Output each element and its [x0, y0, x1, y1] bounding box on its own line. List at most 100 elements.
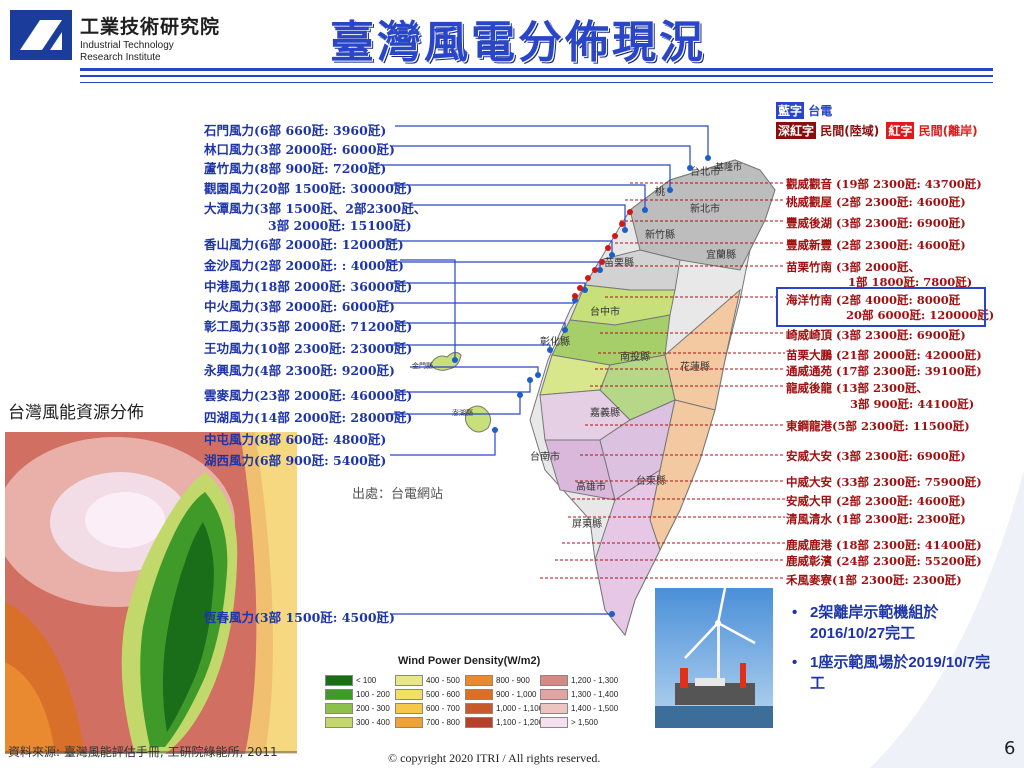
list-item: 香山風力(6部 2000瓩: 12000瓩): [204, 234, 404, 253]
map-label-tainan: 台南市: [530, 452, 560, 463]
site-name: 蘆竹風力: [204, 161, 255, 176]
site-detail: (8部 900瓩: 7200瓩): [254, 161, 387, 176]
site-name: 觀園風力: [204, 181, 255, 196]
list-item: 鹿威彰濱 (24部 2300瓩: 55200瓩): [786, 554, 982, 568]
legend-swatch: [325, 689, 353, 700]
list-item: 王功風力(10部 2300瓩: 23000瓩): [204, 338, 412, 357]
milestone-bullets: 2架離岸示範機組於2016/10/27完工 1座示範風場於2019/10/7完工: [792, 602, 1002, 702]
map-label-hsinchu: 新竹縣: [645, 230, 675, 241]
page-number: 6: [1004, 738, 1016, 759]
site-name: 湖西風力: [204, 453, 255, 468]
map-label-changhua: 彰化縣: [540, 337, 570, 348]
data-source-note: 資料來源: 臺灣風能評估手冊, 工研院綠能所, 2011: [8, 745, 278, 759]
list-item: 苗栗竹南 (3部 2000瓩、: [786, 260, 920, 274]
penghu-island: [464, 405, 492, 433]
kinmen-island: [429, 351, 462, 371]
list-item: 中威大安 (33部 2300瓩: 75900瓩): [786, 475, 982, 489]
site-detail: (3部 2000瓩: 6000瓩): [254, 142, 395, 157]
list-item: 桃威觀屋 (2部 2300瓩: 4600瓩): [786, 195, 966, 209]
legend-label: 1,400 - 1,500: [571, 704, 619, 713]
list-item: 通威通苑 (17部 2300瓩: 39100瓩): [786, 364, 982, 378]
site-detail: (20部 1500瓩: 30000瓩): [254, 181, 413, 196]
list-item: 3部 900瓩: 44100瓩): [850, 397, 975, 411]
site-detail: (6部 660瓩: 3960瓩): [254, 123, 387, 138]
legend-label: 1,100 - 1,200: [496, 718, 544, 727]
source-note: 出處：台電網站: [352, 487, 444, 502]
site-name: 恆春風力: [204, 610, 255, 625]
list-item: 20部 6000瓩: 120000瓩): [846, 308, 995, 322]
page-title: 臺灣風電分佈現況: [330, 17, 706, 68]
list-item: 金沙風力(2部 2000瓩: : 4000瓩): [204, 255, 404, 274]
list-item: 彰工風力(35部 2000瓩: 71200瓩): [204, 316, 412, 335]
site-detail: (4部 2300瓩: 9200瓩): [254, 363, 395, 378]
legend-row: 深紅字 民間(陸域) 紅字 民間(離岸): [776, 122, 978, 139]
legend-swatch: [395, 717, 423, 728]
list-item: 石門風力(6部 660瓩: 3960瓩): [204, 120, 386, 139]
legend-label: 400 - 500: [426, 676, 460, 685]
legend-label: 700 - 800: [426, 718, 460, 727]
map-label-yilan: 宜蘭縣: [706, 250, 736, 261]
org-name-en-line1: Industrial Technology: [80, 40, 174, 51]
site-name: 王功風力: [204, 341, 255, 356]
list-item: 海洋竹南 (2部 4000瓩: 8000瓩: [786, 293, 961, 307]
org-name-en: Industrial Technology Research Institute: [80, 40, 174, 64]
color-legend: 藍字 台電 深紅字 民間(陸域) 紅字 民間(離岸): [776, 102, 978, 139]
legend-tag-dark-red: 深紅字: [776, 122, 817, 139]
map-label-miaoli: 苗栗縣: [604, 258, 634, 269]
site-detail: (35部 2000瓩: 71200瓩): [254, 319, 413, 334]
itri-logo: [10, 10, 72, 60]
list-item: 大潭風力(3部 1500瓩、2部2300瓩、: [204, 198, 426, 217]
list-item: 四湖風力(14部 2000瓩: 28000瓩): [204, 407, 412, 426]
map-label-keelung: 基隆市: [715, 163, 743, 173]
list-item: 豐威新豐 (2部 2300瓩: 4600瓩): [786, 238, 966, 252]
legend-label: > 1,500: [571, 718, 598, 727]
site-name: 中屯風力: [204, 432, 255, 447]
map-label-nantou: 南投縣: [620, 352, 650, 363]
legend-row: 藍字 台電: [776, 102, 978, 119]
offshore-highlight-box: [776, 287, 986, 327]
legend-label: < 100: [356, 676, 377, 685]
map-label-hualien: 花蓮縣: [680, 362, 710, 373]
legend-swatch: [540, 717, 568, 728]
legend-swatch: [325, 717, 353, 728]
site-detail: (18部 2000瓩: 36000瓩): [254, 279, 413, 294]
map-label-chiayi: 嘉義縣: [590, 408, 620, 419]
org-name-en-line2: Research Institute: [80, 52, 161, 63]
legend-tag-blue: 藍字: [776, 102, 805, 119]
bullet-item: 2架離岸示範機組於2016/10/27完工: [792, 602, 1002, 644]
header-rule: [80, 75, 993, 77]
legend-swatch: [465, 689, 493, 700]
list-item: 恆春風力(3部 1500瓩: 4500瓩): [204, 607, 395, 626]
header-rule: [80, 68, 993, 71]
site-detail: 3部 2000瓩: 15100瓩): [268, 218, 412, 233]
list-item: 中火風力(3部 2000瓩: 6000瓩): [204, 296, 395, 315]
map-label-pingtung: 屏東縣: [572, 519, 602, 530]
list-item: 蘆竹風力(8部 900瓩: 7200瓩): [204, 158, 386, 177]
map-label-newtaipei: 新北市: [690, 204, 720, 215]
site-name: 四湖風力: [204, 410, 255, 425]
wind-density-legend-title: Wind Power Density(W/m2): [398, 655, 541, 667]
site-name: 大潭風力: [204, 201, 255, 216]
list-item: 觀威觀音 (19部 2300瓩: 43700瓩): [786, 177, 982, 191]
legend-swatch: [465, 703, 493, 714]
list-item: 雲麥風力(23部 2000瓩: 46000瓩): [204, 385, 412, 404]
list-item: 鹿威鹿港 (18部 2300瓩: 41400瓩): [786, 538, 982, 552]
offshore-turbine-photo: [655, 588, 773, 728]
map-label-taichung: 台中市: [590, 307, 620, 318]
legend-label: 900 - 1,000: [496, 690, 537, 699]
list-item: 東鋼龍港(5部 2300瓩: 11500瓩): [786, 419, 970, 433]
org-name-cn: 工業技術研究院: [80, 16, 221, 38]
legend-tag-red: 紅字: [886, 122, 915, 139]
legend-label: 300 - 400: [356, 718, 390, 727]
legend-swatch: [325, 675, 353, 686]
site-detail: (23部 2000瓩: 46000瓩): [254, 388, 413, 403]
legend-swatch: [465, 675, 493, 686]
site-name: 中港風力: [204, 279, 255, 294]
site-name: 彰工風力: [204, 319, 255, 334]
map-label-kinmen: 金門縣: [412, 362, 433, 370]
legend-swatch: [395, 689, 423, 700]
site-detail: (6部 2000瓩: 12000瓩): [254, 237, 404, 252]
legend-label: 200 - 300: [356, 704, 390, 713]
map-label-kaohsiung: 高雄市: [576, 482, 606, 493]
